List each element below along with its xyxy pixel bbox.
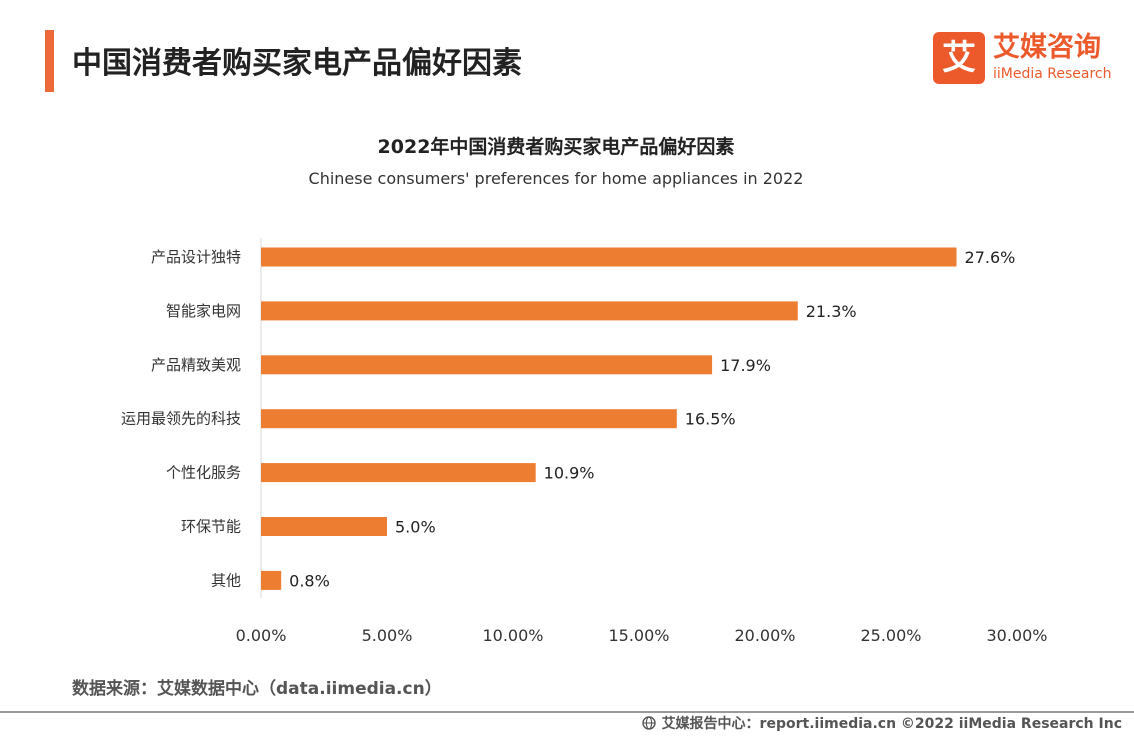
bar [261, 247, 957, 267]
bar [261, 570, 282, 590]
data-label: 16.5% [685, 410, 736, 429]
data-label: 5.0% [395, 518, 436, 537]
category-label: 智能家电网 [166, 302, 241, 320]
footer: 艾媒报告中心：report.iimedia.cn ©2022 iiMedia R… [641, 713, 1122, 733]
category-label: 产品设计独特 [151, 248, 241, 266]
data-label: 0.8% [289, 571, 330, 590]
data-label: 17.9% [720, 356, 771, 375]
bar [261, 517, 387, 536]
data-label: 21.3% [806, 302, 857, 321]
category-label: 运用最领先的科技 [121, 410, 241, 428]
category-label: 环保节能 [181, 518, 241, 536]
x-tick-label: 20.00% [734, 626, 795, 645]
iimedia-logo: 艾 艾媒咨询 iiMedia Research [933, 32, 1123, 88]
category-label: 个性化服务 [166, 464, 241, 482]
globe-icon [641, 716, 656, 730]
data-label: 27.6% [965, 248, 1016, 267]
x-tick-label: 5.00% [362, 626, 413, 645]
page-title: 中国消费者购买家电产品偏好因素 [72, 46, 522, 81]
bar [261, 355, 713, 375]
bar [261, 463, 536, 483]
bar [261, 301, 798, 321]
logo-name-en: iiMedia Research [993, 66, 1112, 82]
chart-subtitle: Chinese consumers' preferences for home … [308, 169, 804, 188]
logo-glyph: 艾 [942, 38, 976, 78]
x-tick-label: 10.00% [482, 626, 543, 645]
x-tick-label: 15.00% [608, 626, 669, 645]
logo-name-cn: 艾媒咨询 [993, 32, 1101, 63]
chart-title: 2022年中国消费者购买家电产品偏好因素 [377, 136, 735, 158]
x-tick-label: 30.00% [986, 626, 1047, 645]
x-tick-label: 0.00% [236, 626, 287, 645]
footer-divider [0, 711, 1134, 713]
x-tick-label: 25.00% [860, 626, 921, 645]
title-accent-bar [45, 30, 54, 92]
logo-mark: 艾 [933, 32, 985, 84]
category-label: 产品精致美观 [151, 356, 241, 374]
data-source: 数据来源：艾媒数据中心（data.iimedia.cn） [72, 679, 442, 699]
category-label: 其他 [211, 571, 241, 589]
footer-text: 艾媒报告中心：report.iimedia.cn ©2022 iiMedia R… [661, 716, 1122, 732]
data-label: 10.9% [544, 464, 595, 483]
bar [261, 409, 677, 429]
